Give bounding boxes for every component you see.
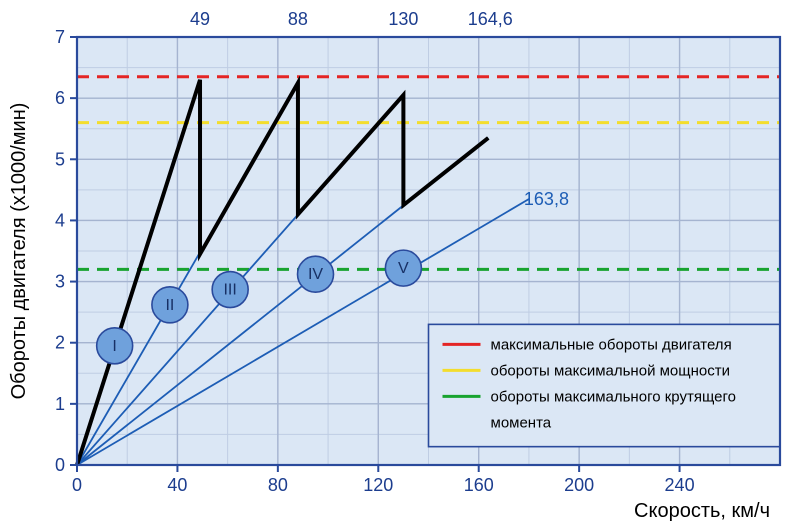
y-tick-label: 3 (55, 272, 65, 292)
x-tick-label: 0 (72, 475, 82, 495)
x-tick-label: 120 (363, 475, 393, 495)
y-tick-label: 7 (55, 27, 65, 47)
svg-text:II: II (165, 297, 174, 314)
y-tick-label: 6 (55, 88, 65, 108)
y-tick-label: 1 (55, 394, 65, 414)
legend-label: обороты максимальной мощности (491, 362, 730, 379)
top-label: 88 (288, 9, 308, 29)
gear-badge-II: II (152, 287, 188, 323)
y-tick-label: 2 (55, 333, 65, 353)
svg-text:V: V (398, 260, 409, 277)
x-tick-label: 40 (167, 475, 187, 495)
x-tick-label: 200 (564, 475, 594, 495)
svg-text:IV: IV (308, 266, 323, 283)
gear-badge-V: V (385, 250, 421, 286)
x-tick-label: 160 (464, 475, 494, 495)
x-tick-label: 80 (268, 475, 288, 495)
y-tick-label: 0 (55, 455, 65, 475)
x-axis-label: Скорость, км/ч (634, 500, 770, 522)
gear-badge-III: III (212, 272, 248, 308)
gear-badge-IV: IV (298, 256, 334, 292)
y-tick-label: 4 (55, 210, 65, 230)
svg-text:III: III (223, 282, 236, 299)
legend-label: максимальные обороты двигателя (491, 336, 732, 353)
top-label: 49 (190, 9, 210, 29)
svg-text:I: I (112, 338, 116, 355)
gear-badge-I: I (97, 328, 133, 364)
x-tick-label: 240 (665, 475, 695, 495)
gear-line-label: 163,8 (524, 189, 569, 209)
y-tick-label: 5 (55, 149, 65, 169)
gear-chart: 163,8IIIIIIIVVмаксимальные обороты двига… (0, 0, 800, 524)
top-label: 130 (388, 9, 418, 29)
top-label: 164,6 (468, 9, 513, 29)
legend-label: обороты максимального крутящего (491, 388, 736, 405)
legend-label: момента (491, 414, 552, 431)
legend: максимальные обороты двигателя обороты ма… (429, 324, 781, 446)
y-axis-label: Обороты двигателя (х1000/мин) (8, 103, 30, 400)
